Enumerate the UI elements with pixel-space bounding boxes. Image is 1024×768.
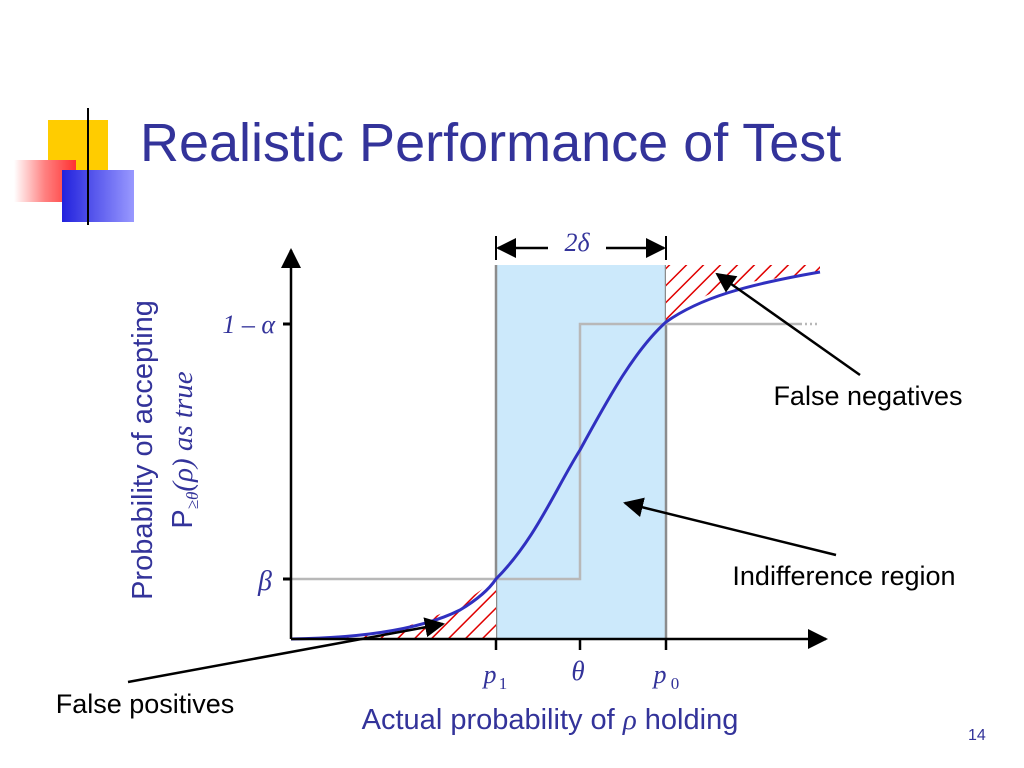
slide-title: Realistic Performance of Test (140, 113, 842, 173)
y-tick-bottom-label: β (257, 566, 272, 597)
indifference-pointer (623, 497, 837, 557)
false-positives-pointer (127, 617, 445, 684)
width-label: 2δ (564, 228, 590, 257)
false-negatives-label: False negatives (773, 381, 962, 411)
x-tick-p1-subscript: 1 (499, 674, 508, 693)
y-axis-label: Probability of accepting P≥θ(ρ) as true (127, 300, 202, 600)
indifference-region-label: Indifference region (732, 561, 955, 591)
x-tick-p0-label: p (652, 660, 667, 689)
y-tick-top-label: 1 – α (222, 310, 276, 339)
x-axis-label: Actual probability of ρ holding (362, 704, 739, 736)
y-axis-label-line1: Probability of accepting (127, 300, 159, 600)
x-tick-p1-label: p (482, 660, 497, 689)
logo-decoration (14, 108, 1000, 225)
false-negatives-hatch (666, 265, 820, 322)
false-negatives-pointer (715, 272, 861, 377)
y-axis-label-line2: P≥θ(ρ) as true (167, 371, 202, 528)
x-tick-theta-label: θ (571, 656, 584, 686)
x-tick-p0-subscript: 0 (671, 674, 680, 693)
page-number: 14 (968, 727, 986, 744)
false-positives-label: False positives (56, 689, 235, 719)
